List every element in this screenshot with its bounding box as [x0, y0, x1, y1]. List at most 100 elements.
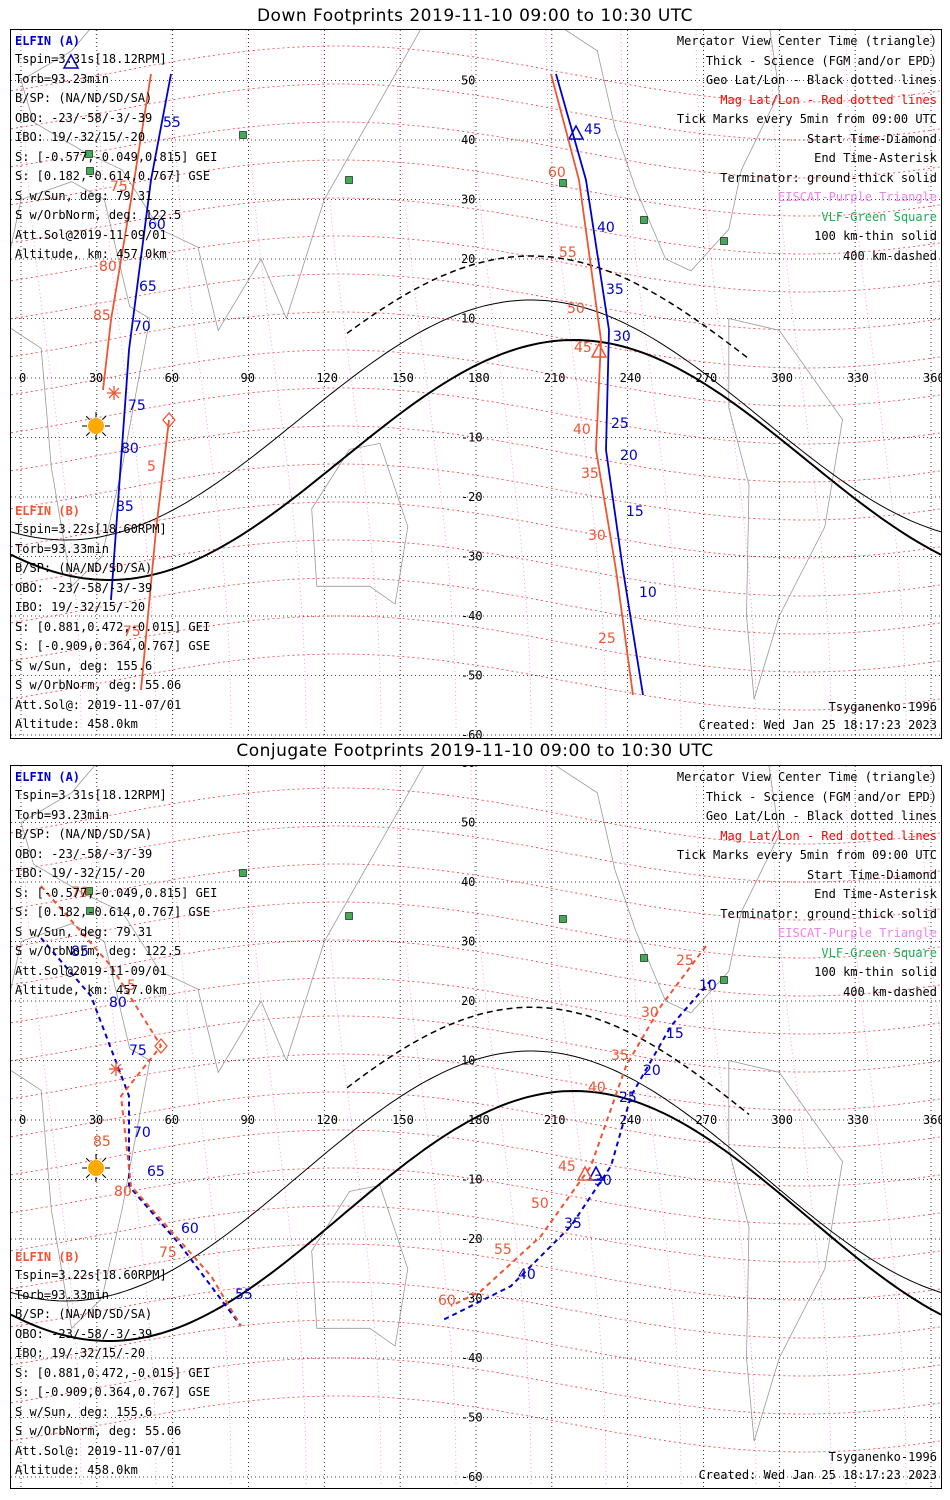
track-tick-label: 80 [114, 1184, 132, 1200]
sun-ray [102, 415, 107, 420]
legend-item: EISCAT-Purple Triangle [778, 926, 937, 940]
info-line: S: [0.182,-0.614,0.767] GSE [15, 905, 211, 919]
legend-item: 400 km-dashed [843, 248, 937, 263]
elfin-b-info: Tspin=3.22s[18.60RPM] Torb=93.33min B/SP: … [15, 522, 210, 737]
info-line: OBO: -23/-58/-3/-39 [15, 580, 153, 595]
mag-meridian [470, 766, 532, 1486]
info-line: S w/Sun, deg: 155.6 [15, 1404, 153, 1419]
track-tick-label: 25 [676, 953, 694, 969]
elfin-a-track-1 [110, 73, 172, 601]
lon-tick-label: 360 [923, 1113, 941, 1127]
legend: Mercator View Center Time (triangle) Thic… [677, 770, 937, 1004]
legend-item: 100 km-thin solid [814, 965, 937, 979]
track-tick-label: 70 [133, 1125, 151, 1141]
created-timestamp: Created: Wed Jan 25 18:17:23 2023 [698, 718, 937, 732]
info-line: Tspin=3.22s[18.60RPM] [15, 1268, 167, 1282]
legend-item: EISCAT-Purple Triangle [778, 190, 937, 204]
lon-tick-label: 270 [696, 371, 718, 385]
vlf-station [85, 887, 93, 895]
elfin-b-track-1 [40, 885, 242, 1327]
lat-tick-label: -30 [461, 550, 483, 564]
elfin-a-track-1 [40, 937, 242, 1327]
track-tick-label: 60 [548, 165, 566, 181]
model-label: Tsyganenko-1996 [828, 1450, 937, 1464]
lon-tick-label: 300 [771, 1113, 793, 1127]
info-line: Altitude, km: 457.0km [15, 247, 167, 261]
info-line: S w/Sun, deg: 79.31 [15, 188, 153, 203]
track-tick-label: 20 [643, 1063, 661, 1079]
lon-tick-label: 120 [316, 1113, 338, 1127]
mag-meridian [845, 30, 907, 730]
info-line: OBO: -23/-58/-3/-39 [15, 110, 153, 125]
track-tick-label: 55 [494, 1242, 512, 1258]
info-line: Torb=93.33min [15, 541, 109, 556]
track-tick-label: 85 [116, 499, 134, 515]
terminator-400km [346, 255, 750, 360]
mag-meridian [695, 766, 757, 1486]
elfin-a-track-2 [555, 73, 644, 696]
mag-meridian [395, 766, 457, 1486]
conjugate-footprints-map[interactable]: 0306090120150180210240270300330360706050… [11, 766, 941, 1488]
lat-tick-label: -40 [461, 1351, 483, 1365]
lat-tick-label: 50 [461, 74, 475, 88]
track-tick-label: 5 [147, 459, 156, 475]
track-tick-label: 40 [588, 1080, 606, 1096]
track-tick-label: 15 [626, 504, 644, 520]
track-tick-label: 45 [574, 340, 592, 356]
vlf-station [345, 176, 353, 184]
mag-meridian [920, 766, 941, 1046]
track-tick-label: 35 [606, 282, 624, 298]
legend-item: End Time-Asterisk [814, 887, 937, 901]
mag-meridian [95, 30, 157, 730]
lon-tick-label: 330 [847, 1113, 869, 1127]
continent-outline [728, 317, 843, 700]
mag-meridian [170, 766, 232, 1486]
legend: Mercator View Center Time (triangle) Thic… [677, 34, 937, 268]
continent-outline [555, 766, 780, 1014]
track-tick-label: 80 [121, 441, 139, 457]
mag-meridian [920, 30, 941, 305]
sun-icon [88, 1160, 104, 1176]
track-tick-label: 30 [641, 1005, 659, 1021]
start-time-diamond [162, 412, 176, 428]
model-label: Tsyganenko-1996 [828, 700, 937, 714]
info-line: Altitude, km: 457.0km [15, 983, 167, 997]
track-tick-label: 25 [611, 416, 629, 432]
lon-tick-label: 150 [392, 371, 414, 385]
info-line: Tspin=3.31s[18.12RPM] [15, 788, 167, 802]
panel-title-conjugate: Conjugate Footprints 2019-11-10 09:00 to… [236, 741, 714, 761]
continent-outline [728, 1059, 843, 1442]
mag-meridian [170, 30, 232, 730]
legend-item: Mag Lat/Lon - Red dotted lines [720, 828, 937, 843]
legend-item: Mag Lat/Lon - Red dotted lines [720, 92, 937, 107]
mag-meridian [395, 30, 457, 730]
lat-tick-label: 60 [461, 766, 475, 770]
sun-ray [102, 1157, 107, 1162]
track-tick-label: 75 [129, 1043, 147, 1059]
down-footprints-map[interactable]: 0 30 60 90 120 150 180 210 240 270 300 330 360 70 60 50… [11, 30, 941, 738]
legend-item: Thick - Science (FGM and/or EPD) [705, 53, 937, 68]
lat-tick-label: 40 [461, 875, 475, 889]
vlf-station [86, 907, 94, 915]
info-line: B/SP: (NA/ND/SD/SA) [15, 91, 153, 105]
info-line: S w/Sun, deg: 155.6 [15, 658, 153, 673]
lat-tick-label: -50 [461, 1411, 483, 1425]
lon-tick-label: 330 [847, 371, 869, 385]
legend-item: Geo Lat/Lon - Black dotted lines [705, 809, 937, 823]
info-line: IBO: 19/-32/15/-20 [15, 130, 146, 144]
lat-tick-label: -60 [461, 728, 483, 738]
center-time-triangle [590, 342, 608, 358]
info-line: Att.Sol@: 2019-11-07/01 [15, 697, 182, 712]
lon-tick-label: 270 [696, 1113, 718, 1127]
track-tick-label: 50 [567, 301, 585, 317]
mag-meridian [695, 30, 757, 730]
track-tick-label: 75 [123, 624, 141, 640]
info-line: B/SP: (NA/ND/SD/SA) [15, 1307, 153, 1321]
lon-tick-label: 210 [544, 371, 566, 385]
start-time-diamond [154, 1038, 168, 1054]
elfin-a-label: ELFIN (A) [15, 770, 81, 784]
mag-meridian [845, 766, 907, 1486]
track-tick-label: 85 [93, 308, 111, 324]
lon-tick-label: 120 [316, 371, 338, 385]
lat-tick-label: -10 [461, 1173, 483, 1187]
